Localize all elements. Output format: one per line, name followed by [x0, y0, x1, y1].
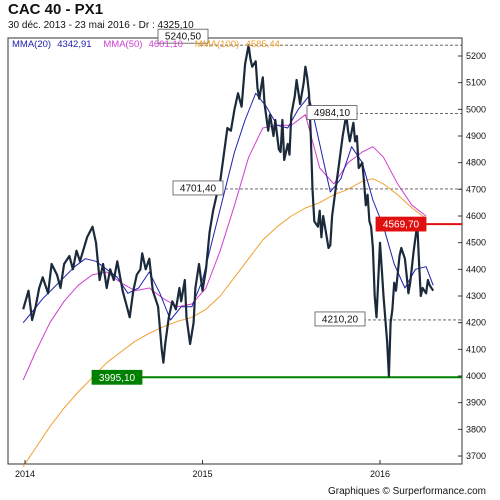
price-line: [22, 44, 435, 378]
y-tick-label: 4500: [466, 238, 486, 248]
y-tick-label: 4600: [466, 211, 486, 221]
y-tick-label: 5200: [466, 51, 486, 61]
level-label-box: [306, 105, 358, 120]
level-label-box: [172, 180, 224, 196]
y-tick-label: 3800: [466, 424, 486, 434]
level-label: 5240,50: [165, 32, 202, 43]
moving-average-line: [22, 92, 434, 324]
legend-name: MMA(50): [103, 39, 142, 50]
level-label: 4984,10: [314, 108, 351, 119]
x-axis: 2014 2015 2016: [15, 460, 390, 479]
level-label-box: [314, 311, 366, 327]
y-tick-label: 5000: [466, 104, 486, 114]
legend-name: MMA(20): [12, 39, 51, 50]
legend-value: 4585,44: [246, 39, 280, 50]
y-tick-label: 4000: [466, 371, 486, 381]
y-tick-label: 4900: [466, 131, 486, 141]
chart-subtitle: 30 déc. 2013 - 23 mai 2016 - Dr : 4325,1…: [8, 20, 194, 31]
level-label-box: [91, 369, 143, 385]
legend-name: MMA(100): [195, 39, 239, 50]
moving-average-line: [22, 114, 427, 381]
x-tick-label: 2014: [15, 469, 35, 479]
level-labels-layer: 5240,50 4984,10 4701,40 4569,70 4210,20 3995,…: [91, 28, 427, 385]
y-tick-label: 4800: [466, 158, 486, 168]
level-label: 4701,40: [180, 183, 217, 194]
chart-title: CAC 40 - PX1: [8, 1, 104, 18]
level-label: 4569,70: [383, 220, 420, 231]
chart-credit: Graphiques © Surperformance.com: [328, 486, 486, 497]
level-label: 3995,10: [99, 373, 136, 384]
x-tick-label: 2015: [192, 469, 212, 479]
y-tick-label: 5100: [466, 78, 486, 88]
y-tick-label: 3700: [466, 451, 486, 461]
y-tick-label: 4300: [466, 291, 486, 301]
level-label-box: [157, 28, 209, 44]
y-axis: 3700 3800 3900 4000 4100 4200 4300 4400 4500 4600…: [458, 51, 486, 461]
y-tick-label: 4400: [466, 264, 486, 274]
series-layer: [22, 44, 435, 467]
y-tick-label: 4200: [466, 318, 486, 328]
level-label-box: [375, 216, 427, 232]
y-tick-label: 3900: [466, 398, 486, 408]
legend: MMA(20) 4342,91 MMA(50) 4601,10 MMA(100) 4585…: [12, 39, 280, 50]
x-tick-label: 2016: [370, 469, 390, 479]
legend-value: 4601,10: [149, 39, 183, 50]
legend-value: 4342,91: [57, 39, 91, 50]
y-tick-label: 4700: [466, 184, 486, 194]
y-tick-label: 4100: [466, 344, 486, 354]
level-label: 4210,20: [322, 314, 359, 325]
